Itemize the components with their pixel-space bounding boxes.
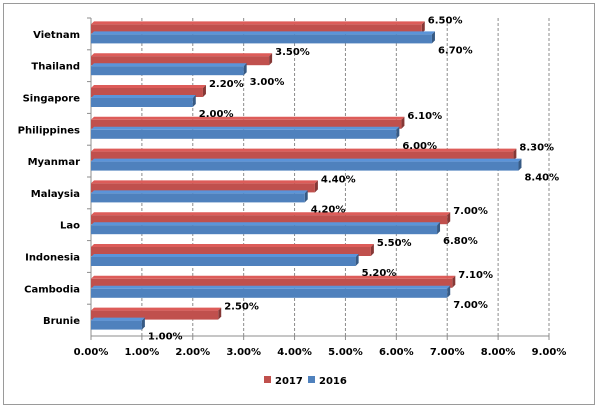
data-label-2016: 6.70% — [438, 45, 473, 56]
x-tick-label: 2.00% — [175, 347, 210, 358]
legend-swatch-2017 — [264, 376, 271, 383]
bars — [91, 21, 522, 330]
data-label-2017: 7.10% — [458, 270, 493, 281]
category-label: Vietnam — [33, 30, 80, 41]
bar-2017 — [91, 148, 517, 161]
bar-2017 — [91, 307, 222, 320]
legend-swatch-2016 — [308, 376, 315, 383]
data-label-2016: 5.20% — [362, 268, 397, 279]
bar-2016 — [91, 222, 441, 235]
data-label-2016: 4.20% — [311, 204, 346, 215]
x-tick-label: 0.00% — [74, 347, 109, 358]
bar-2016 — [91, 317, 145, 330]
data-label-2016: 3.00% — [250, 77, 285, 88]
bar-2016 — [91, 254, 359, 266]
category-label: Thailand — [31, 62, 80, 73]
data-label-2016: 2.00% — [199, 109, 234, 120]
data-label-2016: 7.00% — [453, 300, 488, 311]
data-labels: 6.50% 6.70% 3.50% 3.00% 2.20% 2.00% 6.10% 6.00%… — [148, 15, 559, 342]
bar-2017 — [91, 85, 206, 97]
category-label: Malaysia — [31, 189, 80, 200]
data-label-2017: 8.30% — [519, 143, 554, 154]
category-label: Brunie — [43, 316, 80, 327]
legend: 2017 2016 — [264, 376, 347, 387]
data-label-2017: 6.10% — [407, 111, 442, 122]
bar-2017 — [91, 244, 374, 256]
data-label-2016: 8.40% — [524, 173, 559, 184]
bar-2016 — [91, 190, 308, 203]
data-label-2016: 1.00% — [148, 332, 183, 343]
category-label: Indonesia — [25, 253, 80, 264]
x-tick-label: 3.00% — [226, 347, 261, 358]
x-tick-label: 5.00% — [328, 347, 363, 358]
data-label-2017: 5.50% — [377, 238, 412, 249]
bar-2016 — [91, 31, 435, 44]
bar-2017 — [91, 180, 318, 193]
category-label: Myanmar — [28, 157, 81, 168]
category-label: Cambodia — [24, 284, 80, 295]
x-tick-label: 8.00% — [481, 347, 516, 358]
category-label: Philippines — [18, 125, 80, 136]
data-label-2016: 6.80% — [443, 236, 478, 247]
bar-2016 — [91, 126, 400, 139]
x-tick-label: 9.00% — [532, 347, 567, 358]
bar-2016 — [91, 158, 522, 171]
bar-2017 — [91, 21, 425, 34]
data-label-2017: 3.50% — [275, 47, 310, 58]
bar-2016 — [91, 63, 247, 76]
data-label-2017: 4.40% — [321, 174, 356, 185]
bar-2017 — [91, 53, 273, 66]
data-label-2016: 6.00% — [402, 141, 437, 152]
x-tick-label: 6.00% — [379, 347, 414, 358]
category-label: Lao — [60, 221, 80, 232]
bar-2016 — [91, 285, 451, 298]
category-label: Singapore — [23, 94, 81, 105]
bar-2016 — [91, 95, 196, 107]
data-label-2017: 6.50% — [428, 15, 463, 26]
x-tick-label: 7.00% — [430, 347, 465, 358]
bar-2017 — [91, 275, 456, 288]
legend-label-2017: 2017 — [275, 376, 303, 387]
data-label-2017: 2.50% — [224, 302, 259, 313]
data-label-2017: 7.00% — [453, 206, 488, 217]
legend-label-2016: 2016 — [319, 376, 347, 387]
data-label-2017: 2.20% — [209, 79, 244, 90]
x-tick-label: 4.00% — [277, 347, 312, 358]
bar-2017 — [91, 212, 451, 225]
bar-2017 — [91, 116, 405, 129]
x-tick-label: 1.00% — [125, 347, 160, 358]
